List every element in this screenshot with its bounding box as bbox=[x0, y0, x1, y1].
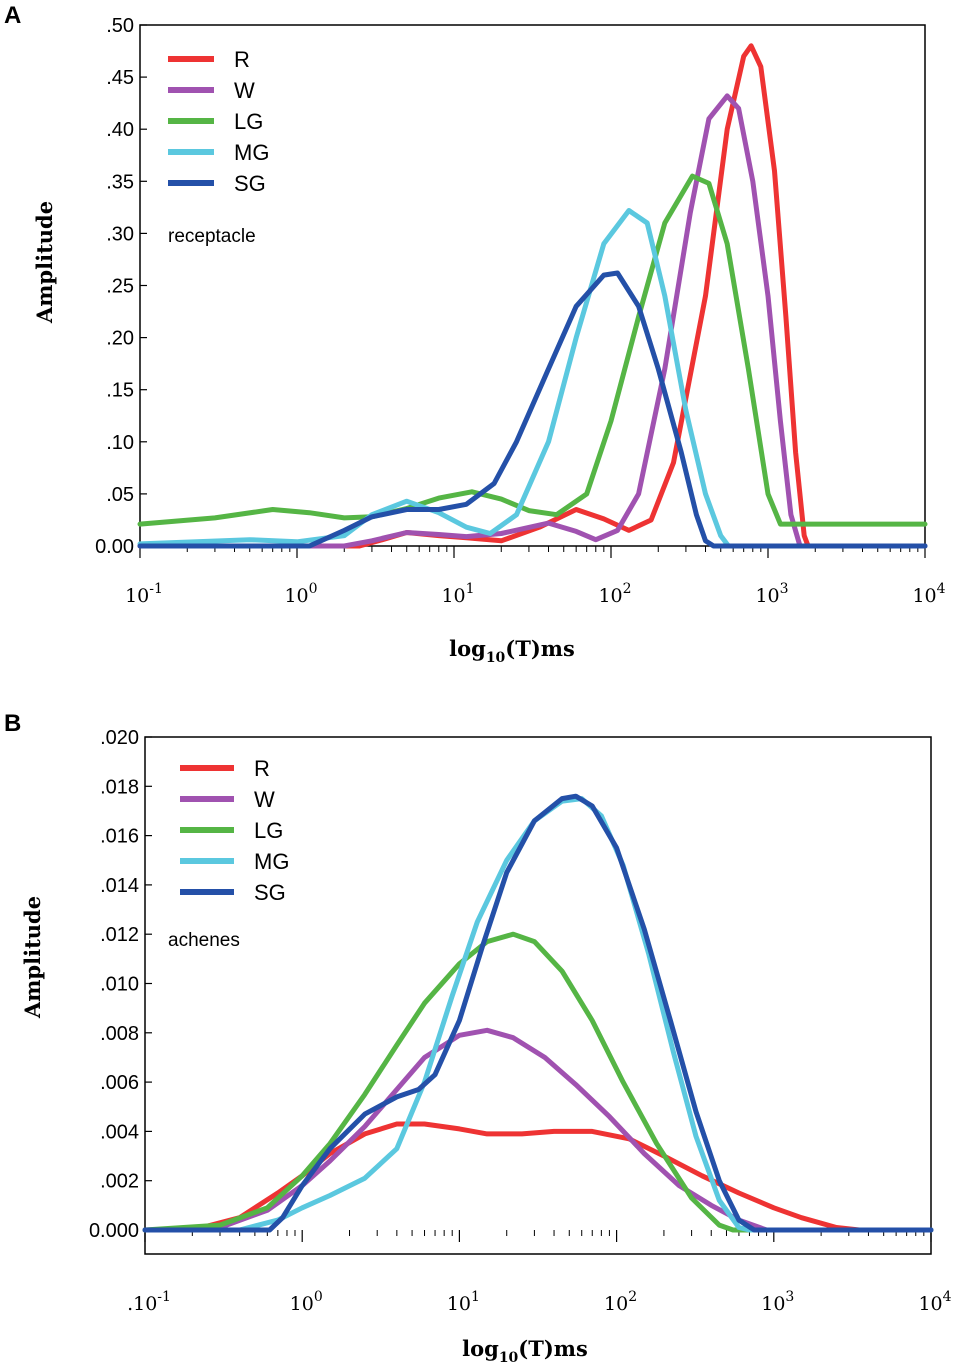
y-tick-label: .05 bbox=[106, 484, 134, 506]
chart-panel-a: A 0.00 .05 .10 .15 .20 .25 .30 .35 .40 .45 .50 10-… bbox=[4, 2, 946, 666]
y-tick-label: .25 bbox=[106, 276, 134, 298]
x-tick-label: 10-1 bbox=[125, 581, 163, 607]
x-tick-label: 100 bbox=[290, 1289, 323, 1315]
y-tick-label: .15 bbox=[106, 380, 134, 402]
y-tick-label: .010 bbox=[100, 974, 139, 996]
series-line-lg bbox=[137, 173, 928, 527]
legend: RW LG MG SG bbox=[168, 47, 269, 196]
y-tick-label: .006 bbox=[100, 1072, 139, 1094]
legend-label-mg: MG bbox=[234, 140, 269, 165]
y-tick-label: .50 bbox=[106, 15, 134, 37]
plot-frame bbox=[139, 24, 926, 547]
y-axis-label: Amplitude bbox=[32, 201, 57, 324]
y-tick-label: .35 bbox=[106, 171, 134, 193]
y-axis: 0.000 .002 .004 .006 .008 .010 .012 .014 .016 .01… bbox=[89, 727, 152, 1242]
legend-label-lg: LG bbox=[234, 109, 263, 134]
y-tick-label: .10 bbox=[106, 432, 134, 454]
legend-label-r: R bbox=[234, 47, 250, 72]
y-tick-label: .018 bbox=[100, 776, 139, 798]
legend-label-sg: SG bbox=[254, 880, 286, 905]
x-tick-label: 101 bbox=[441, 581, 474, 607]
y-axis-label: Amplitude bbox=[20, 896, 45, 1019]
legend-label-lg: LG bbox=[254, 818, 283, 843]
x-tick-label: 103 bbox=[761, 1289, 794, 1315]
y-tick-label: .45 bbox=[106, 67, 134, 89]
legend: RW LG MG SG bbox=[180, 756, 289, 905]
x-tick-label: 102 bbox=[604, 1289, 637, 1315]
y-tick-label: 0.000 bbox=[89, 1220, 139, 1242]
series-lines bbox=[142, 793, 934, 1233]
plot-frame bbox=[144, 736, 932, 1255]
y-tick-label: .008 bbox=[100, 1023, 139, 1045]
x-tick-label: 103 bbox=[755, 581, 788, 607]
series-line-mg bbox=[137, 208, 928, 549]
legend-label-w: W bbox=[234, 78, 255, 103]
series-line-w bbox=[137, 93, 928, 549]
annotation-label: receptacle bbox=[168, 226, 256, 247]
x-tick-label: 102 bbox=[598, 581, 631, 607]
panel-label: A bbox=[4, 2, 21, 29]
series-line-sg bbox=[137, 270, 928, 549]
series-line-sg bbox=[142, 793, 934, 1233]
legend-label-sg: SG bbox=[234, 171, 266, 196]
x-tick-label: 104 bbox=[918, 1289, 951, 1315]
x-axis-label: log10(T)ms bbox=[449, 636, 575, 666]
y-tick-label: .014 bbox=[100, 875, 139, 897]
panel-label: B bbox=[4, 710, 21, 737]
x-axis: 10-1 100 101 102 103 104 bbox=[125, 546, 946, 607]
y-tick-label: .016 bbox=[100, 826, 139, 848]
x-tick-label: .10-1 bbox=[127, 1289, 171, 1315]
y-tick-label: .30 bbox=[106, 223, 134, 245]
y-tick-label: .012 bbox=[100, 924, 139, 946]
x-axis: .10-1 100 101 102 103 104 bbox=[127, 1230, 952, 1315]
y-tick-label: .002 bbox=[100, 1171, 139, 1193]
y-tick-label: .004 bbox=[100, 1121, 139, 1143]
y-tick-label: .020 bbox=[100, 727, 139, 749]
annotation-label: achenes bbox=[168, 930, 240, 951]
y-tick-label: .20 bbox=[106, 328, 134, 350]
legend-label-mg: MG bbox=[254, 849, 289, 874]
x-tick-label: 100 bbox=[284, 581, 317, 607]
series-lines bbox=[137, 43, 928, 549]
y-tick-label: .40 bbox=[106, 119, 134, 141]
x-tick-label: 101 bbox=[447, 1289, 480, 1315]
x-tick-label: 104 bbox=[912, 581, 945, 607]
x-axis-label: log10(T)ms bbox=[462, 1336, 588, 1366]
y-axis: 0.00 .05 .10 .15 .20 .25 .30 .35 .40 .45 .50 bbox=[95, 15, 147, 558]
chart-panel-b: B 0.000 .002 .004 .006 .008 .010 .012 .014 .016.… bbox=[4, 710, 952, 1366]
y-tick-label: 0.00 bbox=[95, 536, 134, 558]
series-line-lg bbox=[142, 931, 934, 1233]
legend-label-w: W bbox=[254, 787, 275, 812]
legend-label-r: R bbox=[254, 756, 270, 781]
